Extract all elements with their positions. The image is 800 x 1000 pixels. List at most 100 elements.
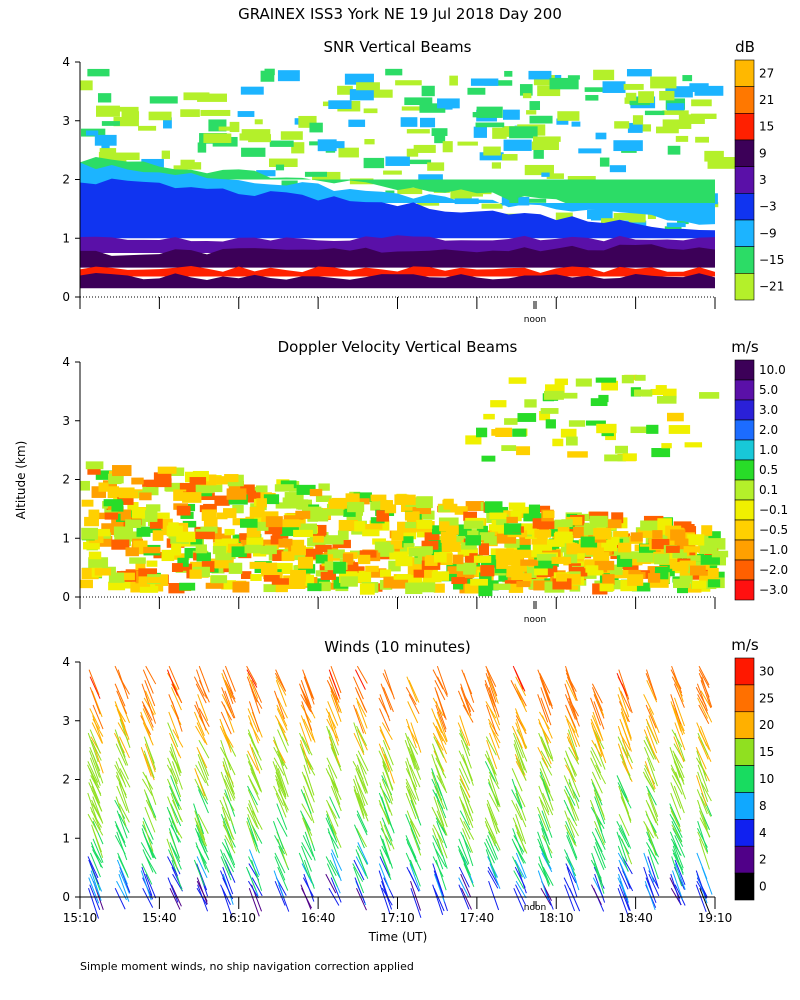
velocity-cell [408,575,423,587]
velocity-cell [517,413,537,422]
wind-barb [114,729,126,758]
snr-cell [434,132,446,144]
velocity-cell [192,470,209,482]
wind-barb [248,828,260,854]
wind-barb [220,856,232,881]
velocity-cell [663,388,677,399]
velocity-cell [520,559,539,566]
velocity-cell [173,489,187,501]
wind-barb [193,711,205,736]
wind-barb [539,711,550,730]
snr-cell [113,116,139,127]
wind-barb [195,764,207,784]
wind-barb [593,694,605,719]
wind-barb [194,810,206,841]
velocity-cell [249,506,265,518]
wind-barb [590,718,602,742]
wind-barb [514,785,526,808]
velocity-cell [309,488,323,497]
y-tick-label: 4 [62,655,70,669]
velocity-cell [228,562,243,574]
wind-barb [537,831,549,860]
velocity-cell [271,578,289,585]
velocity-cell [666,412,684,422]
wind-barb [170,803,182,827]
wind-barb [145,873,157,899]
wind-barb [383,824,395,850]
snr-cell [664,226,682,231]
snr-cell [260,70,275,82]
wind-barb [515,880,527,899]
wind-barb [484,821,496,847]
velocity-cell [702,538,722,549]
velocity-cell [135,562,146,571]
snr-cell [281,180,298,188]
wind-barb [590,757,602,780]
snr-cell [470,78,499,86]
velocity-cell [139,583,159,593]
velocity-cell [341,562,359,573]
colorbar-label: 0 [759,880,767,894]
colorbar-label: 1.0 [759,443,778,457]
velocity-cell [554,519,568,530]
wind-barb [540,750,552,769]
colorbar-unit: m/s [731,636,759,654]
velocity-cell [102,480,117,489]
velocity-cell [669,561,687,569]
x-tick-label: 19:10 [698,911,733,925]
colorbar-label: 30 [759,664,774,678]
wind-barb [697,736,709,760]
wind-barb [646,669,657,701]
wind-barb [221,842,233,860]
wind-barb [166,806,178,833]
velocity-cell [655,385,667,392]
wind-barb [514,708,526,734]
wind-barb [484,754,496,775]
velocity-cell [143,546,161,554]
velocity-cell [125,547,139,557]
snr-cell [567,75,580,80]
velocity-cell [179,483,196,494]
wind-barb [167,778,178,803]
snr-cell [349,89,374,101]
wind-barb [220,711,232,735]
velocity-cell [489,512,507,520]
wind-barb [168,849,179,872]
snr-cell [656,126,679,134]
colorbar-swatch [734,819,755,847]
colorbar-swatch [734,657,755,686]
velocity-cell [497,506,509,518]
velocity-cell [463,562,477,570]
velocity-cell [264,525,283,535]
velocity-cell [95,470,114,480]
wind-barb [381,757,393,789]
wind-barb [92,796,104,824]
wind-barb [431,771,443,803]
wind-barb [590,884,602,905]
wind-barb [433,873,445,903]
velocity-cell [654,571,669,580]
wind-barb [89,676,101,699]
wind-barb [435,849,447,868]
snr-cell [395,80,422,86]
wind-barb [116,785,128,812]
wind-barb [356,887,367,911]
snr-cell [457,141,478,146]
wind-barb [619,718,631,746]
wind-barb [564,824,576,846]
velocity-cell [239,518,258,528]
wind-barb [142,887,154,908]
wind-barb [565,821,577,844]
wind-barb [540,697,552,726]
snr-cell [682,75,693,82]
snr-cell [442,141,453,153]
wind-barb [198,739,210,759]
wind-barb [193,803,205,835]
wind-barb [167,722,179,748]
colorbar-swatch [734,872,755,901]
velocity-cell [383,576,394,588]
wind-barb [301,842,313,861]
figure-title: GRAINEX ISS3 York NE 19 Jul 2018 Day 200 [238,5,562,23]
velocity-cell [205,582,224,589]
wind-barb [406,866,418,888]
